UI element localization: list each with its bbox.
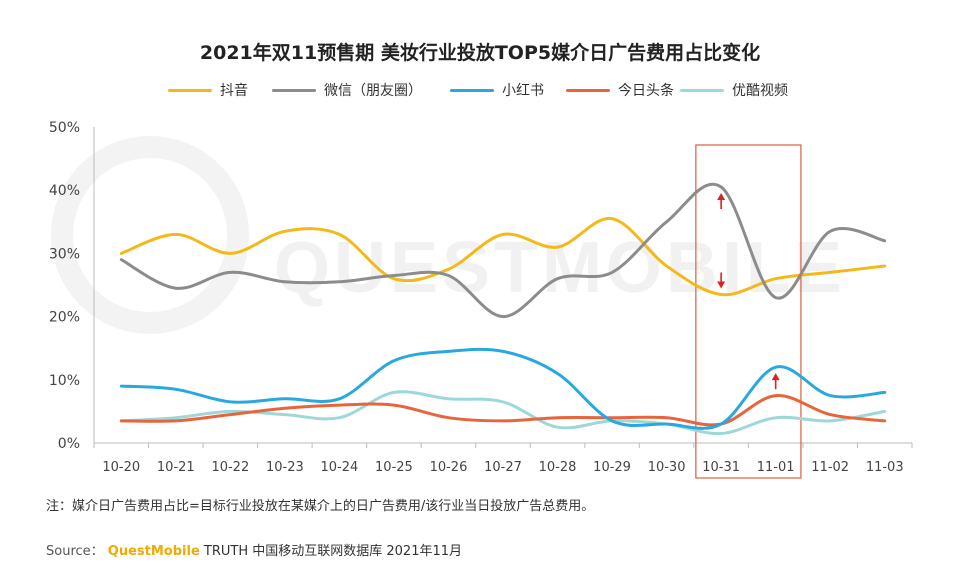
legend-item-youku: 优酷视频 bbox=[680, 80, 788, 100]
source-label: Source： bbox=[46, 544, 104, 559]
x-tick-label: 10-28 bbox=[539, 460, 577, 475]
y-tick-label: 30% bbox=[49, 246, 80, 262]
series-line-3 bbox=[119, 394, 887, 427]
chart-source: Source： QuestMobile TRUTH 中国移动互联网数据库 202… bbox=[46, 540, 462, 559]
y-tick-label: 20% bbox=[49, 310, 80, 326]
x-tick-label: 10-26 bbox=[430, 460, 468, 475]
x-tick-label: 11-01 bbox=[757, 460, 795, 475]
legend-swatch bbox=[168, 88, 212, 92]
x-tick-label: 10-27 bbox=[484, 460, 522, 475]
watermark-text: QUESTMOBILE bbox=[274, 228, 846, 308]
annotation-arrow-head bbox=[771, 373, 780, 381]
legend-item-toutiao: 今日头条 bbox=[566, 80, 674, 100]
legend-swatch bbox=[272, 88, 316, 92]
legend-swatch bbox=[450, 88, 494, 92]
x-tick-label: 10-22 bbox=[211, 460, 249, 475]
y-tick-label: 10% bbox=[49, 373, 80, 389]
series-line-1 bbox=[119, 182, 887, 319]
legend-label: 抖音 bbox=[220, 83, 248, 99]
annotation-arrow-head bbox=[717, 281, 726, 289]
legend-swatch bbox=[680, 88, 724, 92]
x-tick-label: 11-03 bbox=[866, 460, 904, 475]
y-tick-label: 0% bbox=[58, 436, 80, 452]
watermark-logo bbox=[51, 136, 249, 334]
x-tick-label: 10-25 bbox=[375, 460, 413, 475]
series-line-0 bbox=[119, 217, 887, 297]
x-tick-label: 10-24 bbox=[321, 460, 359, 475]
legend-item-xiaohongshu: 小红书 bbox=[450, 80, 544, 100]
x-tick-label: 10-21 bbox=[157, 460, 195, 475]
chart-note: 注：媒介日广告费用占比=目标行业投放在某媒介上的日广告费用/该行业当日投放广告总… bbox=[46, 499, 595, 514]
y-tick-label: 50% bbox=[49, 120, 80, 136]
x-tick-label: 10-29 bbox=[593, 460, 631, 475]
highlight-box bbox=[695, 144, 802, 479]
legend-label: 今日头条 bbox=[618, 83, 674, 99]
legend-swatch bbox=[566, 88, 610, 92]
series-line-2 bbox=[119, 347, 887, 430]
y-tick-label: 40% bbox=[49, 183, 80, 199]
legend-item-douyin: 抖音 bbox=[168, 80, 248, 100]
source-text: TRUTH 中国移动互联网数据库 2021年11月 bbox=[203, 544, 463, 559]
x-tick-label: 10-30 bbox=[648, 460, 686, 475]
legend-item-wechat: 微信（朋友圈） bbox=[272, 80, 422, 100]
legend: 抖音 微信（朋友圈） 小红书 今日头条 优酷视频 bbox=[0, 80, 960, 102]
chart-title: 2021年双11预售期 美妆行业投放TOP5媒介日广告费用占比变化 bbox=[199, 42, 761, 64]
legend-label: 优酷视频 bbox=[732, 83, 788, 99]
x-tick-label: 11-02 bbox=[811, 460, 849, 475]
x-tick-label: 10-23 bbox=[266, 460, 304, 475]
source-brand: QuestMobile bbox=[107, 544, 200, 559]
legend-label: 小红书 bbox=[502, 83, 544, 99]
annotation-arrow-head bbox=[717, 193, 726, 201]
legend-label: 微信（朋友圈） bbox=[324, 83, 422, 99]
x-tick-label: 10-20 bbox=[102, 460, 140, 475]
x-tick-label: 10-31 bbox=[702, 460, 740, 475]
